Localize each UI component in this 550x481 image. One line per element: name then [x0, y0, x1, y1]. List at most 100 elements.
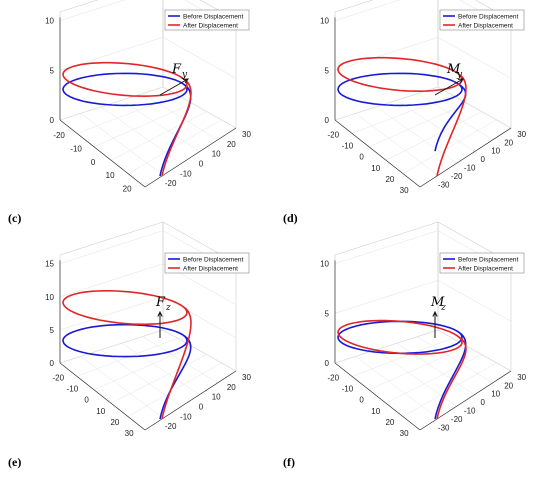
wall-gridline — [59, 263, 237, 305]
z-tick-label: 0 — [50, 116, 55, 125]
x-axis — [334, 119, 421, 188]
series-curve-before — [62, 323, 192, 420]
x-tick-label: 0 — [359, 153, 364, 162]
x-tick-label: 20 — [385, 418, 394, 427]
floor-gridline — [101, 349, 182, 407]
chart-panel-4: 0510-20-1001020303020100-10-20-30MzBefor… — [320, 221, 527, 438]
x-tick-label: 0 — [84, 396, 89, 405]
legend-box — [164, 9, 250, 31]
floor-gridline — [402, 119, 497, 174]
y-tick-label: 30 — [242, 373, 251, 382]
x-axis — [334, 362, 421, 431]
floor-gridline — [376, 106, 457, 164]
floor-gridline — [368, 346, 468, 391]
arrow-head — [157, 310, 163, 317]
floor-gridline — [355, 356, 439, 419]
y-tick-label: 0 — [199, 402, 204, 411]
z-tick-label: 10 — [320, 260, 329, 269]
x-tick-label: 30 — [400, 429, 409, 438]
legend-label-before: Before Displacement — [183, 257, 244, 264]
left-wall — [59, 0, 164, 121]
y-tick-label: 0 — [199, 159, 204, 168]
floor-gridline — [396, 342, 475, 395]
x-tick-label: -10 — [67, 385, 79, 394]
wall-gridline — [334, 86, 512, 129]
load-subscript: z — [440, 303, 446, 313]
floor-gridline — [80, 113, 164, 176]
legend-label-before: Before Displacement — [458, 14, 519, 21]
x-tick-label: 0 — [91, 158, 96, 167]
legend-label-after: After Displacement — [458, 23, 513, 30]
y-tick-label: 30 — [242, 130, 251, 139]
y-tick-label: -20 — [165, 422, 177, 431]
x-tick-label: -10 — [342, 385, 354, 394]
floor-gridline — [110, 111, 207, 161]
z-tick-label: 15 — [45, 260, 54, 269]
wall-gridline — [59, 329, 237, 372]
floor-gridline — [110, 354, 207, 404]
legend-box — [439, 252, 525, 274]
z-tick-label: 10 — [320, 17, 329, 26]
load-arrow — [159, 78, 189, 96]
z-tick-label: 10 — [45, 293, 54, 302]
panel-label: (f) — [283, 455, 295, 469]
y-tick-label: -30 — [438, 180, 450, 189]
load-symbol: F — [155, 295, 166, 310]
y-tick-label: 30 — [517, 373, 526, 382]
panel-walls — [59, 221, 237, 431]
floor-gridline — [121, 99, 200, 152]
x-tick-label: 30 — [125, 429, 134, 438]
x-tick-label: 10 — [96, 407, 105, 416]
x-axis — [59, 119, 146, 188]
y-axis — [419, 370, 512, 431]
y-tick-label: 0 — [480, 398, 485, 407]
z-tick-label: 10 — [45, 17, 54, 26]
floor-gridline — [351, 337, 453, 377]
x-tick-label: 10 — [371, 164, 380, 173]
series-curve-after — [62, 61, 192, 177]
y-tick-label: -20 — [451, 172, 463, 181]
z-tick-label: 5 — [325, 309, 330, 318]
legend-label-before: Before Displacement — [183, 14, 244, 21]
x-tick-label: 10 — [106, 171, 115, 180]
load-arrow — [157, 310, 163, 338]
left-wall — [334, 221, 439, 364]
load-symbol: M — [446, 62, 461, 77]
x-tick-label: -10 — [342, 142, 354, 151]
wall-gridline — [334, 37, 512, 79]
right-wall — [162, 221, 237, 372]
x-tick-label: 0 — [359, 396, 364, 405]
y-axis — [144, 127, 237, 188]
floor-gridline — [76, 94, 178, 134]
y-tick-label: -10 — [180, 412, 192, 421]
z-tick-label: 5 — [325, 66, 330, 75]
floor-gridline — [396, 99, 475, 152]
legend-label-after: After Displacement — [183, 23, 238, 30]
z-tick-label: 0 — [325, 116, 330, 125]
x-tick-label: 20 — [385, 175, 394, 184]
x-tick-label: 30 — [400, 186, 409, 195]
series-curve-before — [62, 72, 192, 177]
floor-gridline — [127, 362, 222, 417]
y-tick-label: -10 — [464, 164, 476, 173]
load-symbol: F — [171, 62, 182, 77]
x-tick-label: -10 — [70, 144, 82, 153]
series-curve-before — [337, 320, 467, 420]
y-axis — [144, 370, 237, 431]
floor-gridline — [402, 362, 497, 417]
y-tick-label: -10 — [464, 407, 476, 416]
x-tick-label: -20 — [327, 130, 339, 139]
arrow-head — [457, 78, 464, 84]
z-tick-label: 5 — [50, 66, 55, 75]
x-axis — [59, 362, 146, 431]
floor-gridline — [80, 356, 164, 419]
legend-label-before: Before Displacement — [458, 257, 519, 264]
y-tick-label: 30 — [517, 130, 526, 139]
panel-label: (c) — [8, 211, 21, 225]
legend: Before Displacement After Displacement — [439, 9, 525, 31]
left-wall — [334, 0, 439, 121]
y-tick-label: 10 — [491, 390, 500, 399]
y-tick-label: -20 — [165, 179, 177, 188]
series-curve-after — [337, 319, 467, 420]
floor — [334, 329, 512, 431]
